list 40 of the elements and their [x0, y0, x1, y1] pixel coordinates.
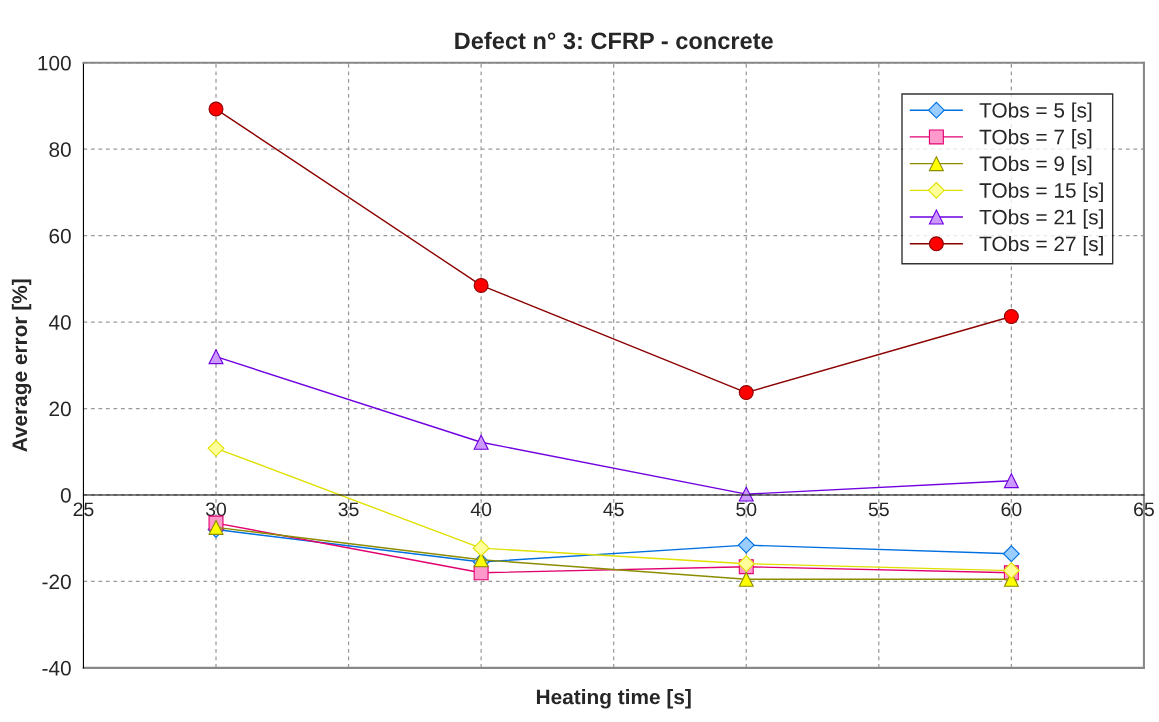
- y-axis-title: Average error [%]: [11, 279, 32, 452]
- x-tick-label: 65: [1134, 502, 1154, 517]
- point: [738, 571, 754, 587]
- y-tick-label: 60: [49, 228, 71, 244]
- point: [473, 277, 489, 293]
- point: [738, 385, 754, 401]
- x-tick-label: 60: [1001, 502, 1022, 517]
- chart-title: Defect n° 3: CFRP - concrete: [455, 31, 773, 50]
- point: [472, 539, 490, 557]
- point: [1003, 308, 1019, 324]
- legend-label: TObs = 9 [s]: [979, 155, 1092, 176]
- legend-label: TObs = 27 [s]: [979, 235, 1103, 256]
- y-tick-label: -20: [42, 574, 71, 590]
- y-tick-label: 40: [48, 315, 71, 330]
- legend-label: TObs = 15 [s]: [979, 182, 1103, 202]
- x-tick-label: 30: [205, 502, 227, 517]
- x-axis-title: Heating time [s]: [536, 689, 691, 709]
- x-tick-label: 45: [603, 502, 624, 517]
- x-tick-label: 50: [736, 502, 757, 517]
- point: [737, 536, 755, 554]
- point: [1003, 473, 1019, 489]
- point: [208, 519, 224, 535]
- y-tick-label: -40: [42, 660, 71, 676]
- y-tick-label: 20: [49, 401, 71, 417]
- x-tick-label: 40: [470, 502, 492, 517]
- y-tick-label: 0: [60, 487, 71, 503]
- point: [473, 434, 489, 450]
- y-tick-label: 80: [49, 142, 71, 157]
- point: [207, 439, 225, 457]
- x-tick-label: 55: [868, 502, 889, 517]
- point: [737, 555, 755, 573]
- point: [1002, 545, 1020, 563]
- legend-label: TObs = 21 [s]: [979, 209, 1103, 229]
- point: [738, 486, 754, 502]
- point: [208, 101, 224, 117]
- y-tick-label: 100: [38, 55, 71, 71]
- legend-label: TObs = 7 [s]: [979, 129, 1092, 149]
- x-tick-label: 35: [338, 502, 359, 517]
- legend-label: TObs = 5 [s]: [979, 102, 1092, 122]
- point: [208, 349, 224, 365]
